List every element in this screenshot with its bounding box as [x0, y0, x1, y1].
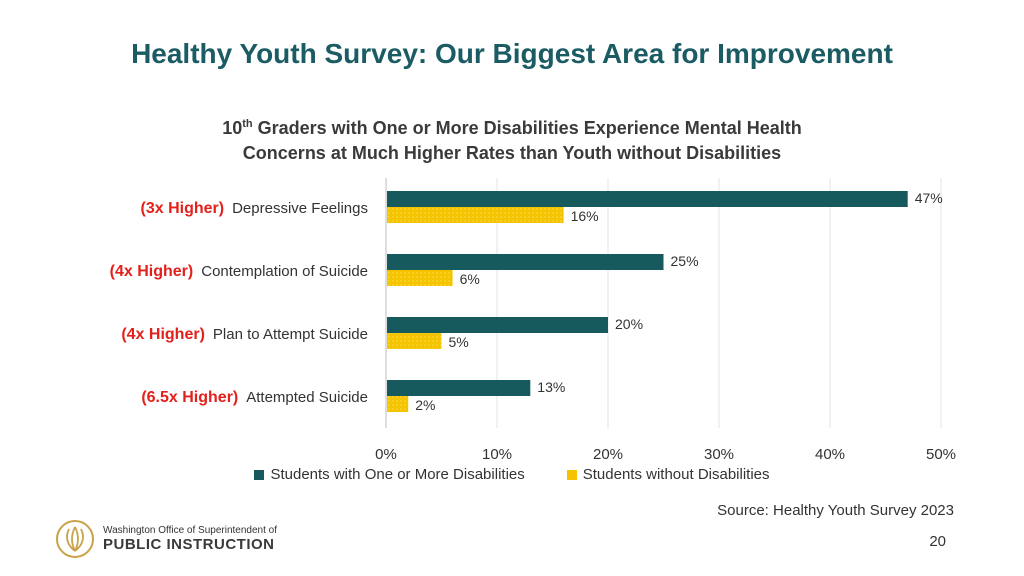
category-note: (4x Higher) [110, 263, 194, 280]
bar-no-disabilities [387, 270, 453, 286]
subtitle-line-1-text: Graders with One or More Disabilities Ex… [252, 118, 802, 138]
category-name: Plan to Attempt Suicide [213, 326, 368, 343]
category-label: (6.5x Higher) Attempted Suicide [141, 389, 368, 406]
chart-subtitle-line-2: Concerns at Much Higher Rates than Youth… [242, 143, 782, 163]
category-note: (6.5x Higher) [141, 389, 238, 406]
subtitle-ordinal: th [242, 118, 253, 130]
legend-swatch-no-disabilities [566, 469, 577, 480]
bar-no-disabilities [387, 207, 564, 223]
data-label-no-disabilities: 5% [449, 334, 469, 350]
bar-disabilities [387, 380, 531, 396]
bar-disabilities [387, 191, 908, 207]
data-label-disabilities: 47% [915, 190, 943, 206]
source-note: Source: Healthy Youth Survey 2023 [717, 502, 954, 519]
ospi-logo: Washington Office of Superintendent of P… [55, 519, 277, 559]
data-label-disabilities: 25% [671, 253, 699, 269]
data-label-no-disabilities: 2% [415, 397, 435, 413]
category-label: (4x Higher) Contemplation of Suicide [110, 263, 368, 280]
subtitle-grade-number: 10 [222, 118, 243, 138]
page-number: 20 [929, 533, 946, 550]
bar-no-disabilities [387, 396, 409, 412]
x-tick-label: 40% [815, 446, 845, 463]
page-title: Healthy Youth Survey: Our Biggest Area f… [131, 38, 893, 69]
data-label-no-disabilities: 6% [460, 271, 480, 287]
legend-item-no-disabilities: Students without Disabilities [566, 466, 770, 483]
bar-disabilities [387, 254, 664, 270]
chart-subtitle-line-1: 10th Graders with One or More Disabiliti… [0, 112, 1024, 141]
x-tick-label: 20% [593, 446, 623, 463]
data-label-disabilities: 13% [537, 379, 565, 395]
bar-no-disabilities [387, 333, 442, 349]
data-label-no-disabilities: 16% [571, 208, 599, 224]
data-label-disabilities: 20% [615, 316, 643, 332]
logo-line-big: PUBLIC INSTRUCTION [103, 536, 275, 553]
category-name: Contemplation of Suicide [201, 263, 368, 280]
x-tick-label: 50% [926, 446, 956, 463]
logo-line-small: Washington Office of Superintendent of [103, 525, 277, 536]
category-label: (4x Higher) Plan to Attempt Suicide [121, 326, 368, 343]
category-note: (3x Higher) [141, 200, 225, 217]
bar-disabilities [387, 317, 608, 333]
category-note: (4x Higher) [121, 326, 205, 343]
legend-swatch-disabilities [254, 469, 265, 480]
x-tick-label: 10% [482, 446, 512, 463]
x-tick-label: 30% [704, 446, 734, 463]
legend-label-no-disabilities: Students without Disabilities [582, 466, 770, 483]
category-name: Depressive Feelings [232, 200, 368, 217]
chart-subtitle: 10th Graders with One or More Disabiliti… [0, 112, 1024, 166]
chart-legend: Students with One or More Disabilities S… [0, 466, 1024, 483]
category-label: (3x Higher) Depressive Feelings [141, 200, 368, 217]
x-tick-label: 0% [375, 446, 397, 463]
legend-item-disabilities: Students with One or More Disabilities [254, 466, 525, 483]
category-name: Attempted Suicide [246, 389, 368, 406]
legend-label-disabilities: Students with One or More Disabilities [270, 466, 525, 483]
bar-chart: 0% 10% 20% 30% 40% 50% 47% 16% (3x Higher) Depres… [110, 178, 956, 463]
ospi-emblem-icon [56, 520, 94, 558]
